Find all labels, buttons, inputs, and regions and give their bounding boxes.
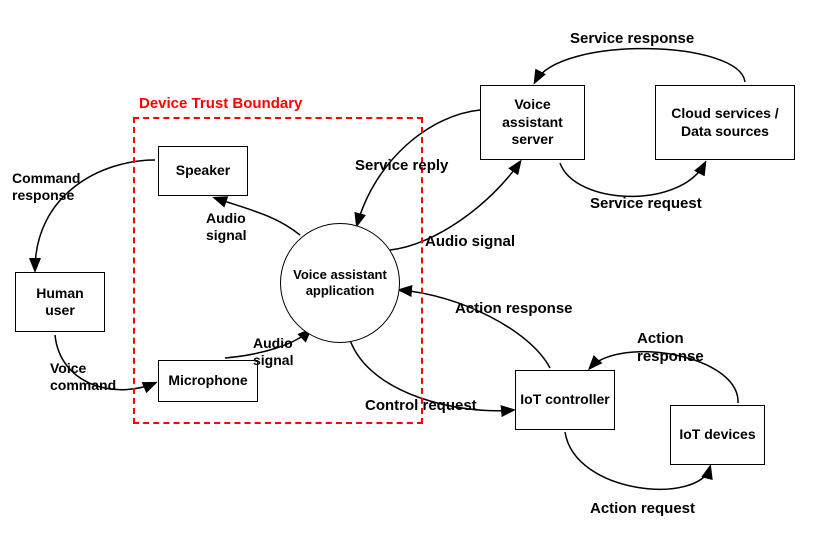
node-iot-devices: IoT devices: [670, 405, 765, 465]
edge-label-iot_action_resp: Actionresponse: [637, 330, 704, 366]
node-speaker: Speaker: [158, 146, 248, 196]
node-label: Human user: [20, 285, 100, 320]
node-label: Microphone: [168, 372, 247, 390]
edge-label-service_response: Service response: [570, 30, 694, 48]
edge-label-action_response: Action response: [455, 300, 573, 318]
edge-service_request: [560, 163, 705, 196]
node-voice-assistant-application: Voice assistant application: [280, 223, 400, 343]
edge-label-cmd_response: Commandresponse: [12, 170, 80, 204]
edge-label-control_request: Control request: [365, 397, 477, 415]
trust-boundary-label: Device Trust Boundary: [139, 95, 302, 112]
edge-label-service_request: Service request: [590, 195, 702, 213]
edge-label-voice_command: Voicecommand: [50, 360, 116, 394]
edge-label-audio_to_vas: Audio signal: [425, 233, 515, 251]
edge-service_response: [535, 49, 745, 82]
node-label: Cloud services / Data sources: [660, 105, 790, 140]
edge-label-service_reply: Service reply: [355, 157, 448, 175]
node-label: IoT devices: [679, 426, 755, 444]
node-label: IoT controller: [520, 391, 609, 409]
node-label: Voice assistant server: [485, 96, 580, 149]
node-voice-assistant-server: Voice assistant server: [480, 85, 585, 160]
diagram-stage: { "meta": { "type": "flowchart", "backgr…: [0, 0, 821, 543]
node-iot-controller: IoT controller: [515, 370, 615, 430]
edge-label-audio_from_mic: Audiosignal: [253, 335, 293, 369]
edge-label-audio_to_spk: Audiosignal: [206, 210, 246, 244]
node-microphone: Microphone: [158, 360, 258, 402]
node-label: Voice assistant application: [285, 267, 395, 300]
edge-label-action_request: Action request: [590, 500, 695, 518]
node-label: Speaker: [176, 162, 230, 180]
node-cloud-services: Cloud services / Data sources: [655, 85, 795, 160]
node-human-user: Human user: [15, 272, 105, 332]
